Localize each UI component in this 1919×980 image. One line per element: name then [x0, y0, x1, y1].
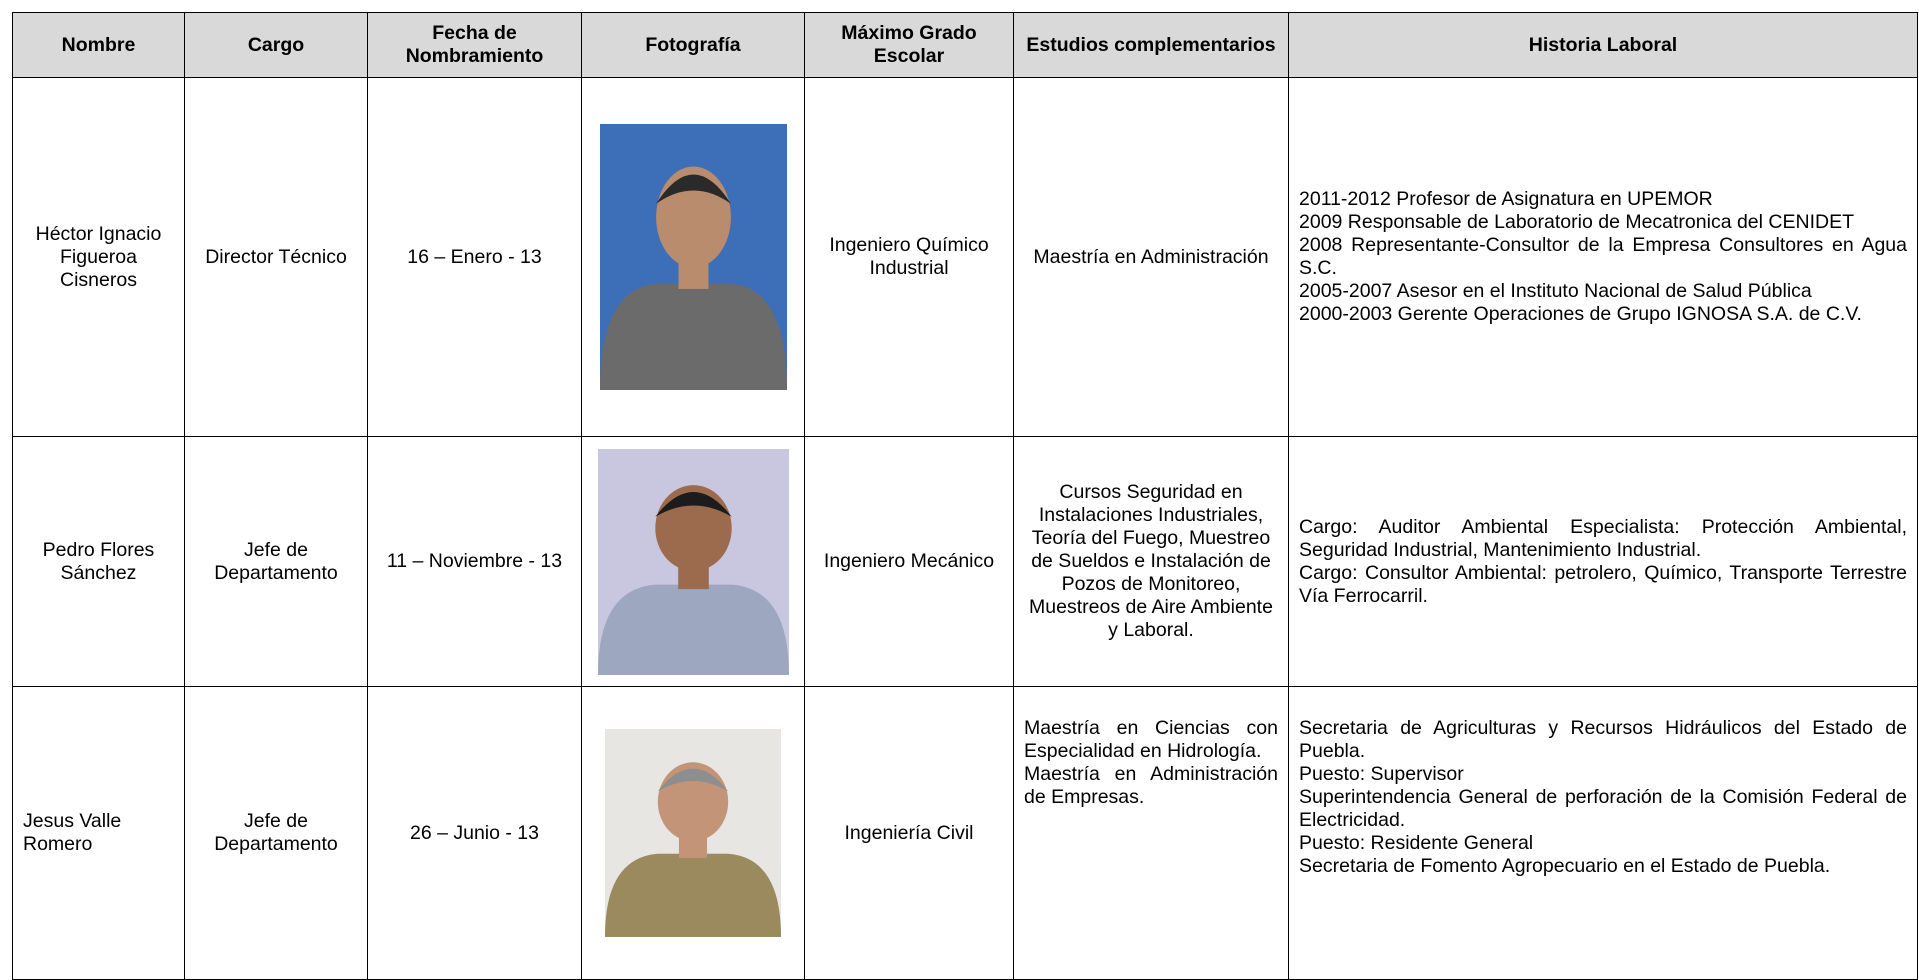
table-row: Jesus Valle Romero Jefe de Departamento 26… — [12, 686, 1918, 980]
grado-cell: Ingeniero Químico Industrial — [804, 77, 1014, 437]
historia-item: 2011-2012 Profesor de Asignatura en UPEM… — [1299, 188, 1713, 210]
table-body: Héctor Ignacio Figueroa Cisneros Director… — [12, 77, 1918, 980]
photo — [597, 448, 789, 675]
nombre-cell: Héctor Ignacio Figueroa Cisneros — [12, 77, 185, 437]
fecha-cell: 11 – Noviembre - 13 — [367, 436, 582, 687]
historia-item: Puesto: Residente General — [1299, 832, 1534, 854]
historia-item: 2005-2007 Asesor en el Instituto Naciona… — [1299, 280, 1812, 302]
header-row: Nombre Cargo Fecha de Nombramiento Fotog… — [12, 12, 1918, 78]
cargo-cell: Jefe de Departamento — [184, 686, 368, 980]
photo-cell — [581, 77, 805, 437]
historia-item: Superintendencia General de perforación … — [1299, 786, 1907, 831]
page: Nombre Cargo Fecha de Nombramiento Fotog… — [12, 12, 1918, 980]
estudios-item: Maestría en Ciencias con Especialidad en… — [1024, 717, 1278, 762]
estudios-item: Maestría en Administración de Empresas. — [1024, 763, 1278, 808]
historia-item: Cargo: Consultor Ambiental: petrolero, Q… — [1299, 561, 1907, 607]
header-cell: Historia Laboral — [1288, 12, 1918, 78]
header-cell: Nombre — [12, 12, 185, 78]
header-cell: Máximo Grado Escolar — [804, 12, 1014, 78]
nombre-cell: Jesus Valle Romero — [12, 686, 185, 980]
fecha-cell: 16 – Enero - 13 — [367, 77, 582, 437]
photo-cell — [581, 686, 805, 980]
estudios-cell: Maestría en Ciencias con Especialidad en… — [1013, 686, 1289, 980]
table-row: Héctor Ignacio Figueroa Cisneros Director… — [12, 77, 1918, 437]
estudios-cell: Cursos Seguridad en Instalaciones Indust… — [1013, 436, 1289, 687]
header-cell: Fecha de Nombramiento — [367, 12, 582, 78]
estudios-cell: Maestría en Administración — [1013, 77, 1289, 437]
nombre-cell: Pedro Flores Sánchez — [12, 436, 185, 687]
historia-item: 2008 Representante-Consultor de la Empre… — [1299, 234, 1907, 279]
historia-cell: 2011-2012 Profesor de Asignatura en UPEM… — [1288, 77, 1918, 437]
header-cell: Cargo — [184, 12, 368, 78]
historia-item: 2009 Responsable de Laboratorio de Mecat… — [1299, 211, 1854, 233]
historia-item: 2000-2003 Gerente Operaciones de Grupo I… — [1299, 303, 1862, 325]
header-cell: Fotografía — [581, 12, 805, 78]
photo-cell — [581, 436, 805, 687]
historia-item: Puesto: Supervisor — [1299, 763, 1464, 785]
cargo-cell: Jefe de Departamento — [184, 436, 368, 687]
table-row: Pedro Flores Sánchez Jefe de Departamento… — [12, 436, 1918, 687]
staff-table: Nombre Cargo Fecha de Nombramiento Fotog… — [12, 12, 1918, 980]
photo — [605, 729, 781, 937]
cargo-cell: Director Técnico — [184, 77, 368, 437]
grado-cell: Ingeniería Civil — [804, 686, 1014, 980]
historia-item: Secretaria de Fomento Agropecuario en el… — [1299, 855, 1831, 877]
grado-cell: Ingeniero Mecánico — [804, 436, 1014, 687]
historia-cell: Cargo: Auditor Ambiental Especialista: P… — [1288, 436, 1918, 687]
header-cell: Estudios complementarios — [1013, 12, 1289, 78]
estudios-item: Maestría en Administración — [1033, 245, 1269, 268]
historia-cell: Secretaria de Agriculturas y Recursos Hi… — [1288, 686, 1918, 980]
historia-item: Cargo: Auditor Ambiental Especialista: P… — [1299, 515, 1907, 561]
photo — [599, 124, 787, 390]
estudios-item: Cursos Seguridad en Instalaciones Indust… — [1029, 481, 1273, 641]
historia-item: Secretaria de Agriculturas y Recursos Hi… — [1299, 717, 1907, 762]
fecha-cell: 26 – Junio - 13 — [367, 686, 582, 980]
